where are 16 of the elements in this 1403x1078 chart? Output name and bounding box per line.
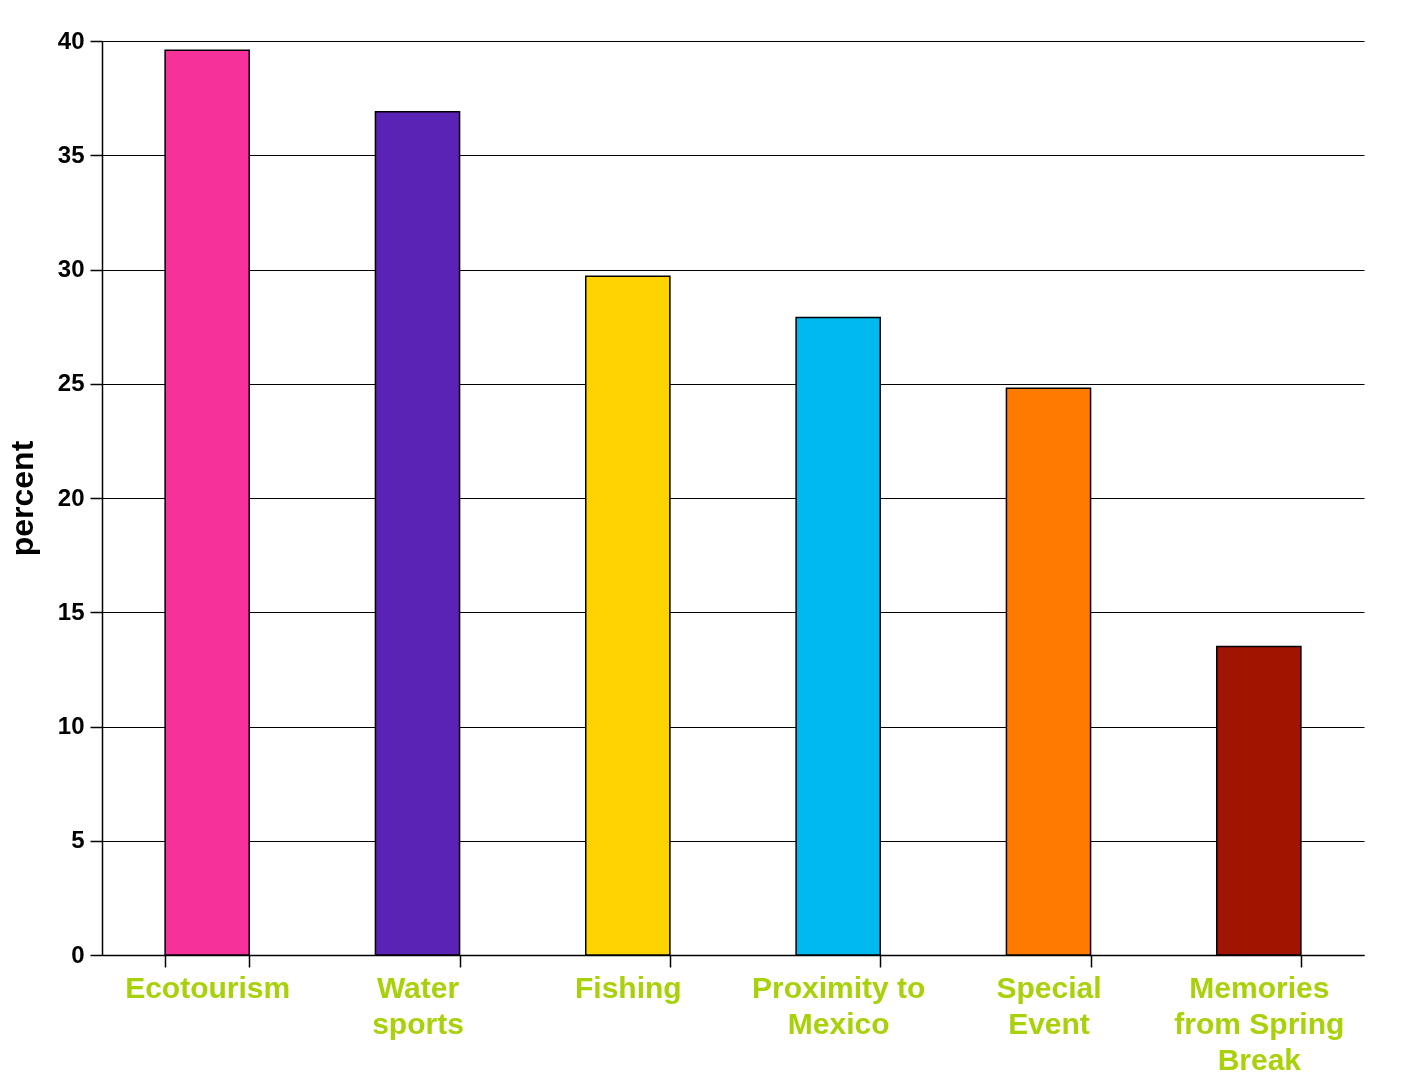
y-tick-label: 20 (57, 483, 85, 511)
y-tick-label: 40 (57, 26, 85, 54)
y-tick-label: 15 (57, 597, 85, 625)
x-tick-label: Memories from Spring Break (1174, 970, 1345, 1076)
y-tick-label: 30 (57, 255, 85, 282)
x-tick-label: Fishing (575, 970, 682, 1004)
x-tick-label: Proximity to Mexico (751, 970, 926, 1040)
y-tick-label: 0 (71, 940, 85, 968)
x-tick-label: Ecotourism (125, 970, 291, 1004)
y-tick-label: 35 (57, 140, 85, 168)
y-tick-label: 25 (57, 369, 85, 397)
x-tick-label: Special Event (996, 970, 1102, 1040)
y-tick-label: 10 (57, 712, 85, 739)
y-tick-label: 5 (71, 826, 85, 854)
x-tick-label: Water sports (372, 970, 464, 1040)
y-axis-title: percent (3, 440, 40, 557)
